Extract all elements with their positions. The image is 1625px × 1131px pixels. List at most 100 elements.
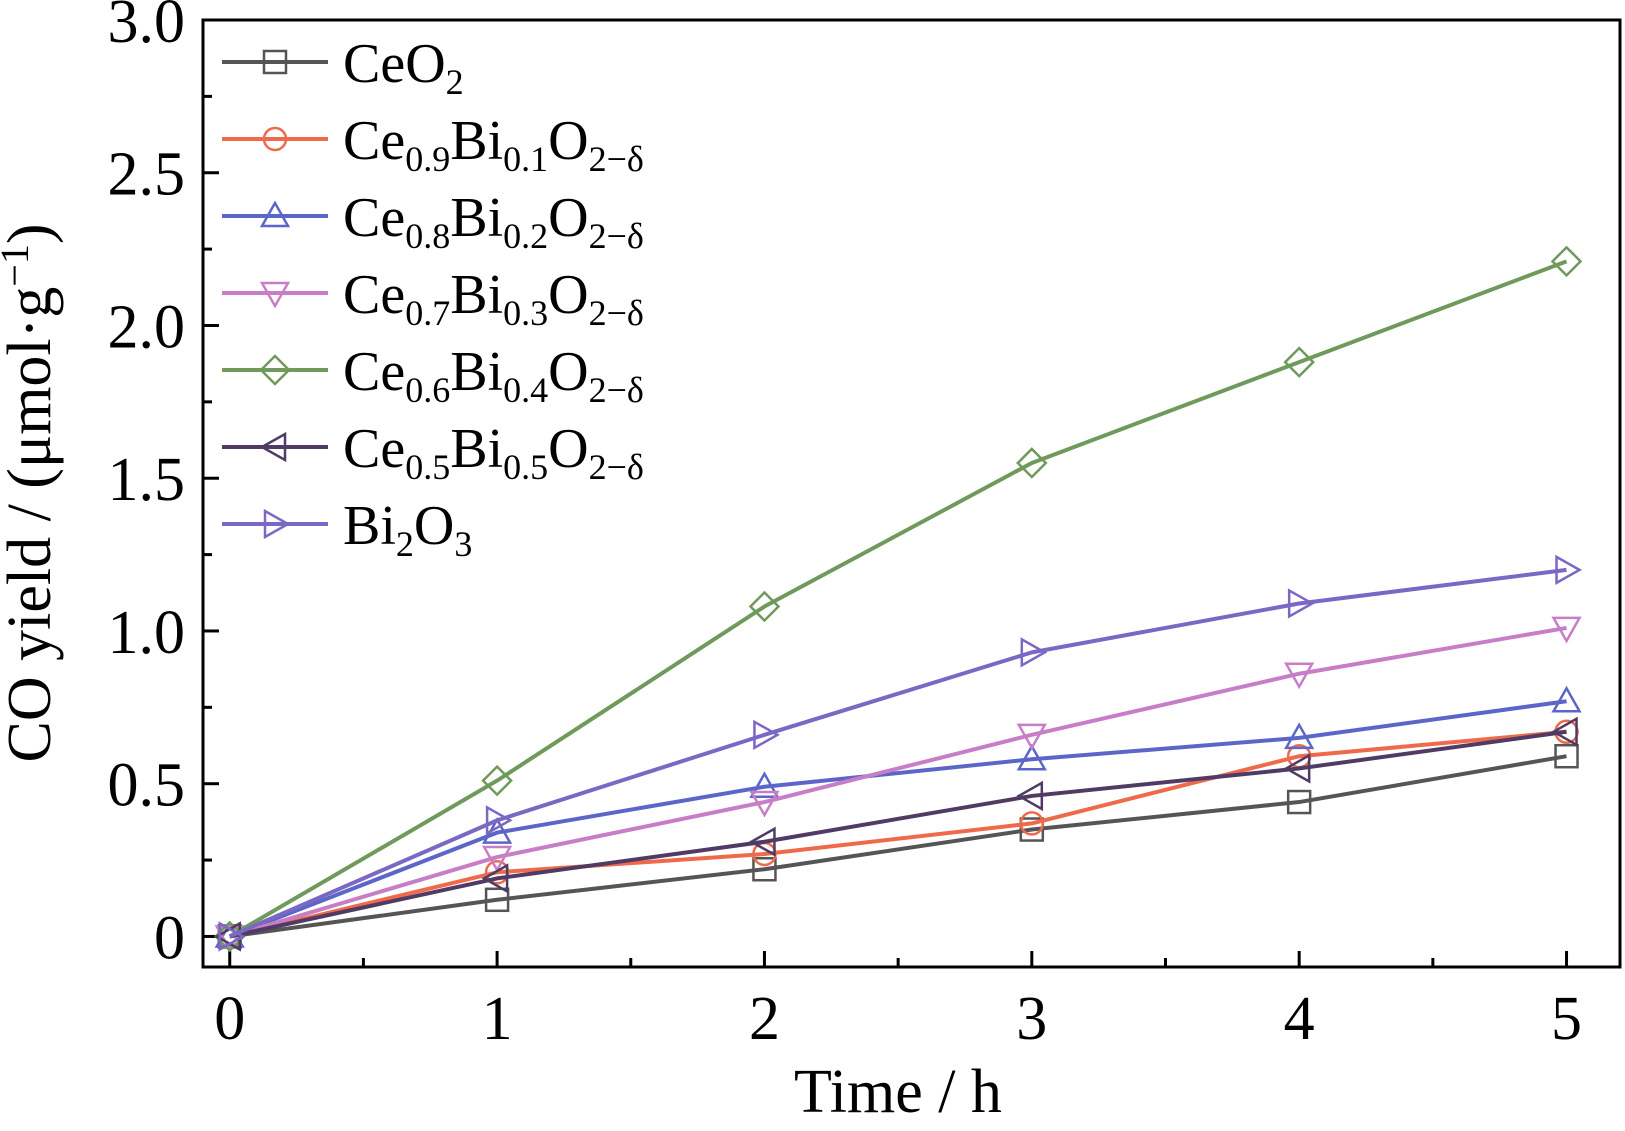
data-point (485, 805, 513, 836)
series-layer (213, 245, 1583, 953)
series-7 (218, 554, 1583, 952)
series-line (229, 729, 1567, 939)
legend-swatch-marker (259, 281, 291, 309)
legend-swatch-marker (262, 49, 288, 75)
data-point (1016, 723, 1047, 751)
data-point (749, 790, 780, 818)
legend-item: Ce0.7Bi0.3O2−δ (222, 264, 644, 333)
series-3 (214, 685, 1582, 948)
legend-label-text: O (548, 264, 588, 326)
legend-label-text: O (414, 495, 454, 557)
legend-swatch-marker (259, 354, 291, 386)
plot-frame (201, 18, 1622, 969)
legend-swatch-marker (263, 508, 291, 540)
legend-swatch-marker (262, 126, 288, 152)
legend-label-text: O (405, 33, 445, 95)
data-point (1551, 685, 1582, 713)
legend-label-subscript: 0.7 (405, 293, 450, 333)
legend-label-subscript: 0.1 (503, 139, 548, 179)
legend-label-subscript: 2−δ (589, 216, 644, 256)
data-point (481, 863, 509, 894)
x-tick-label: 5 (1551, 985, 1582, 1053)
series-line (229, 729, 1567, 939)
data-point (1554, 743, 1579, 769)
legend-label-text: O (548, 110, 588, 172)
data-point (1019, 817, 1045, 842)
y-axis-title-main: CO yield / (μmol·g (0, 287, 64, 763)
legend-label: Ce0.5Bi0.5O2−δ (343, 418, 644, 487)
series-6 (214, 716, 1578, 952)
data-point (1016, 743, 1047, 771)
data-point (1016, 447, 1048, 479)
x-tick-label: 2 (749, 985, 780, 1053)
x-tick-label: 1 (482, 985, 513, 1053)
legend-label-text: Ce (343, 110, 405, 172)
legend-label-text: Bi (343, 495, 396, 557)
legend-label-text: Ce (343, 33, 405, 95)
legend-label: Ce0.7Bi0.3O2−δ (343, 264, 644, 333)
data-point (1016, 780, 1044, 812)
data-point (214, 921, 241, 952)
data-point (1284, 722, 1315, 750)
data-point (752, 856, 777, 882)
legend-label-subscript: 0.3 (503, 293, 548, 333)
legend-label-text: O (548, 187, 588, 249)
legend-label-subscript: 2−δ (589, 447, 644, 487)
x-axis-title: Time / h (794, 1058, 1002, 1126)
legend: CeO2Ce0.9Bi0.1O2−δCe0.8Bi0.2O2−δCe0.7Bi0… (222, 33, 644, 564)
series-line (229, 754, 1567, 939)
legend-label-text: Ce (343, 418, 405, 480)
legend-label: CeO2 (343, 33, 464, 102)
series-2 (217, 719, 1579, 949)
data-point (1283, 753, 1311, 784)
x-tick-label: 4 (1284, 985, 1315, 1053)
legend-label-text: Bi (450, 187, 503, 249)
legend-swatch-marker (259, 431, 287, 463)
axes: 0 1 2 3 4 500.51.01.52.02.53.0 (108, 0, 1622, 1053)
legend-label-text: O (548, 418, 588, 480)
y-tick-label: 2.0 (108, 293, 186, 361)
data-point (1550, 245, 1583, 278)
legend-label-subscript: 2 (446, 62, 464, 102)
y-tick-label: 3.0 (108, 0, 186, 56)
y-tick-label: 1.5 (108, 446, 186, 514)
data-point (753, 719, 780, 750)
legend-label-subscript: 0.2 (503, 216, 548, 256)
legend-label-subscript: 0.9 (405, 139, 450, 179)
y-tick-label: 1.0 (108, 599, 186, 667)
data-point (1287, 588, 1315, 619)
series-1 (217, 743, 1579, 949)
data-point (1020, 637, 1048, 668)
series-line (228, 259, 1568, 939)
legend-label-subscript: 0.4 (503, 370, 548, 410)
legend-label-subscript: 2−δ (589, 370, 644, 410)
data-point (218, 921, 246, 952)
series-line (228, 567, 1567, 939)
y-axis-title: CO yield / (μmol·g−1) (0, 223, 64, 762)
legend-label-text: O (548, 341, 588, 403)
legend-item: Ce0.6Bi0.4O2−δ (222, 341, 644, 410)
legend-label-subscript: 0.5 (503, 447, 548, 487)
series-line (229, 625, 1567, 939)
legend-item: Ce0.5Bi0.5O2−δ (222, 418, 644, 487)
legend-label: Ce0.8Bi0.2O2−δ (343, 187, 644, 256)
data-point (748, 826, 776, 857)
legend-item: CeO2 (222, 33, 464, 102)
legend-label-text: Ce (343, 264, 405, 326)
data-point (481, 764, 513, 797)
legend-label-subscript: 2 (396, 524, 414, 564)
legend-item: Bi2O3 (222, 495, 472, 564)
legend-label-text: Bi (450, 110, 503, 172)
data-point (749, 771, 780, 799)
legend-label-text: Bi (450, 418, 503, 480)
data-point (481, 845, 513, 873)
legend-label: Ce0.9Bi0.1O2−δ (343, 110, 644, 179)
y-axis-title-sup: −1 (0, 244, 37, 287)
data-point (1555, 554, 1583, 586)
data-point (1550, 716, 1578, 747)
data-point (1551, 616, 1582, 644)
legend-label-subscript: 2−δ (589, 293, 644, 333)
legend-label-text: Ce (343, 341, 405, 403)
